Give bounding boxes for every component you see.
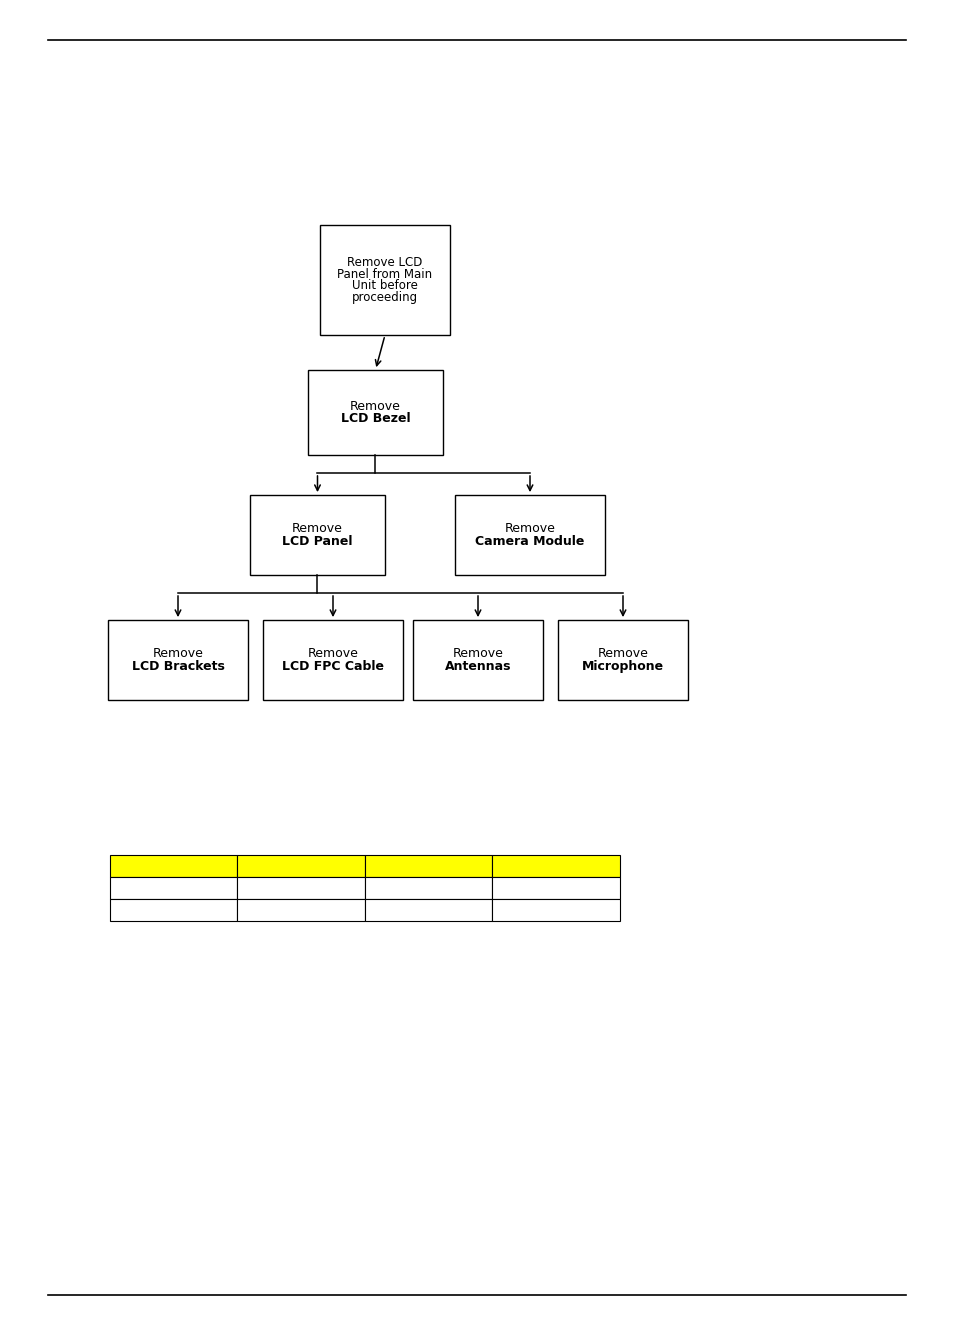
Bar (263, 620, 402, 700)
Text: LCD Brackets: LCD Brackets (132, 660, 224, 673)
Text: LCD FPC Cable: LCD FPC Cable (282, 660, 384, 673)
Bar (250, 496, 385, 574)
Text: Antennas: Antennas (444, 660, 511, 673)
Text: Remove: Remove (292, 522, 342, 536)
Bar (365, 855, 492, 876)
Bar (455, 496, 604, 574)
Bar (237, 899, 365, 921)
Bar (110, 876, 237, 899)
Bar (110, 899, 237, 921)
Bar (365, 876, 492, 899)
Text: Camera Module: Camera Module (475, 534, 584, 548)
Text: Remove: Remove (152, 647, 203, 660)
Bar (237, 876, 365, 899)
Bar (110, 855, 237, 876)
Text: Remove: Remove (307, 647, 358, 660)
Text: Remove: Remove (597, 647, 648, 660)
Text: LCD Panel: LCD Panel (282, 534, 353, 548)
Bar (237, 855, 365, 876)
Bar (108, 620, 248, 700)
Bar (319, 224, 450, 335)
Text: Panel from Main: Panel from Main (337, 267, 432, 281)
Bar (492, 876, 619, 899)
Bar (365, 899, 492, 921)
Text: LCD Bezel: LCD Bezel (340, 413, 410, 425)
Bar (492, 855, 619, 876)
Bar (492, 899, 619, 921)
Bar (413, 620, 542, 700)
Bar (558, 620, 687, 700)
Text: Remove LCD: Remove LCD (347, 255, 422, 269)
Text: Remove: Remove (504, 522, 555, 536)
Bar (308, 370, 442, 456)
Text: Unit before: Unit before (352, 279, 417, 293)
Text: Remove: Remove (452, 647, 503, 660)
Text: Microphone: Microphone (581, 660, 663, 673)
Text: proceeding: proceeding (352, 291, 417, 305)
Text: Remove: Remove (350, 399, 400, 413)
